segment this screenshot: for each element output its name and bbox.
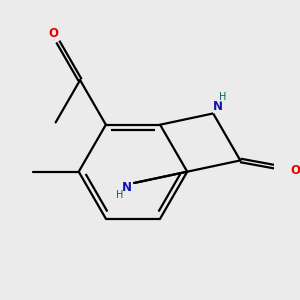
Text: O: O <box>290 164 300 177</box>
Text: N: N <box>213 100 223 113</box>
Text: N: N <box>122 181 132 194</box>
Text: O: O <box>48 27 58 40</box>
Text: H: H <box>116 190 123 200</box>
Text: H: H <box>220 92 227 101</box>
